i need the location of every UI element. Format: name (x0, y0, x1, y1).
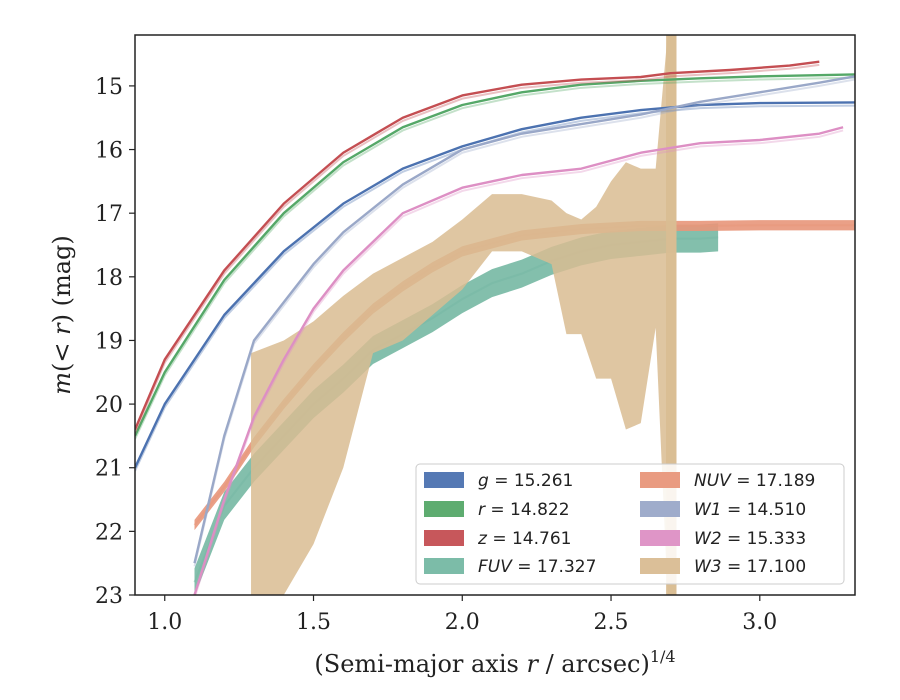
ticks-layer: 1.0 1.5 2.0 2.5 3.0 15 16 17 18 19 20 21 22 23 (95, 75, 777, 635)
plot-frame (134, 34, 856, 596)
legend-label-fuv: FUV = 17.327 (478, 557, 596, 577)
legend-swatch-fuv (424, 558, 464, 574)
x-tick-label: 2.0 (445, 610, 480, 635)
series-r-line (135, 73, 855, 437)
series-w1-model-line (193, 78, 855, 567)
legend-swatch-w2 (640, 530, 680, 546)
y-tick-label: 16 (95, 139, 123, 164)
legend-label-w1: W1 = 14.510 (694, 500, 806, 520)
series-layer (135, 35, 855, 595)
series-w1-line (193, 75, 855, 564)
legend-swatch-g (424, 472, 464, 488)
series-w3-vertical-band (666, 35, 677, 595)
legend-label-r: r = 14.822 (478, 500, 570, 520)
legend-label-nuv: NUV = 17.189 (694, 471, 815, 491)
x-tick-label: 1.0 (147, 610, 182, 635)
y-tick-label: 18 (95, 266, 123, 291)
series-g-line (135, 101, 855, 469)
x-tick-label: 1.5 (296, 610, 331, 635)
x-tick-label: 2.5 (594, 610, 629, 635)
legend-swatch-w3 (640, 558, 680, 574)
y-axis-label: mm((< r) (mag) (48, 235, 76, 395)
y-tick-label: 17 (95, 202, 123, 227)
series-w2-line (193, 126, 844, 595)
x-tick-label: 3.0 (742, 610, 777, 635)
legend-swatch-r (424, 501, 464, 517)
legend-label-w2: W2 = 15.333 (694, 529, 806, 549)
y-tick-label: 19 (95, 329, 123, 354)
legend-swatch-nuv (640, 472, 680, 488)
y-tick-label: 15 (95, 75, 123, 100)
legend-label-z: z = 14.761 (477, 529, 571, 549)
legend: g = 15.261 r = 14.822 z = 14.761 FUV = 17.3… (415, 463, 845, 585)
y-tick-label: 23 (95, 584, 123, 609)
y-tick-label: 22 (95, 520, 123, 545)
legend-label-g: g = 15.261 (478, 471, 573, 491)
series-w3-band (251, 35, 677, 595)
legend-swatch-z (424, 530, 464, 546)
legend-box (415, 463, 845, 585)
legend-swatch-w1 (640, 501, 680, 517)
series-w2-model-line (194, 129, 844, 595)
series-z-line (135, 60, 820, 431)
x-axis-label: (Semi-major axis r / arcsec)1/4 (314, 647, 675, 678)
legend-label-w3: W3 = 17.100 (694, 557, 806, 577)
y-tick-label: 21 (95, 457, 123, 482)
y-tick-label: 20 (95, 393, 123, 418)
series-r-model-line (135, 76, 855, 440)
series-z-model-line (135, 63, 820, 434)
